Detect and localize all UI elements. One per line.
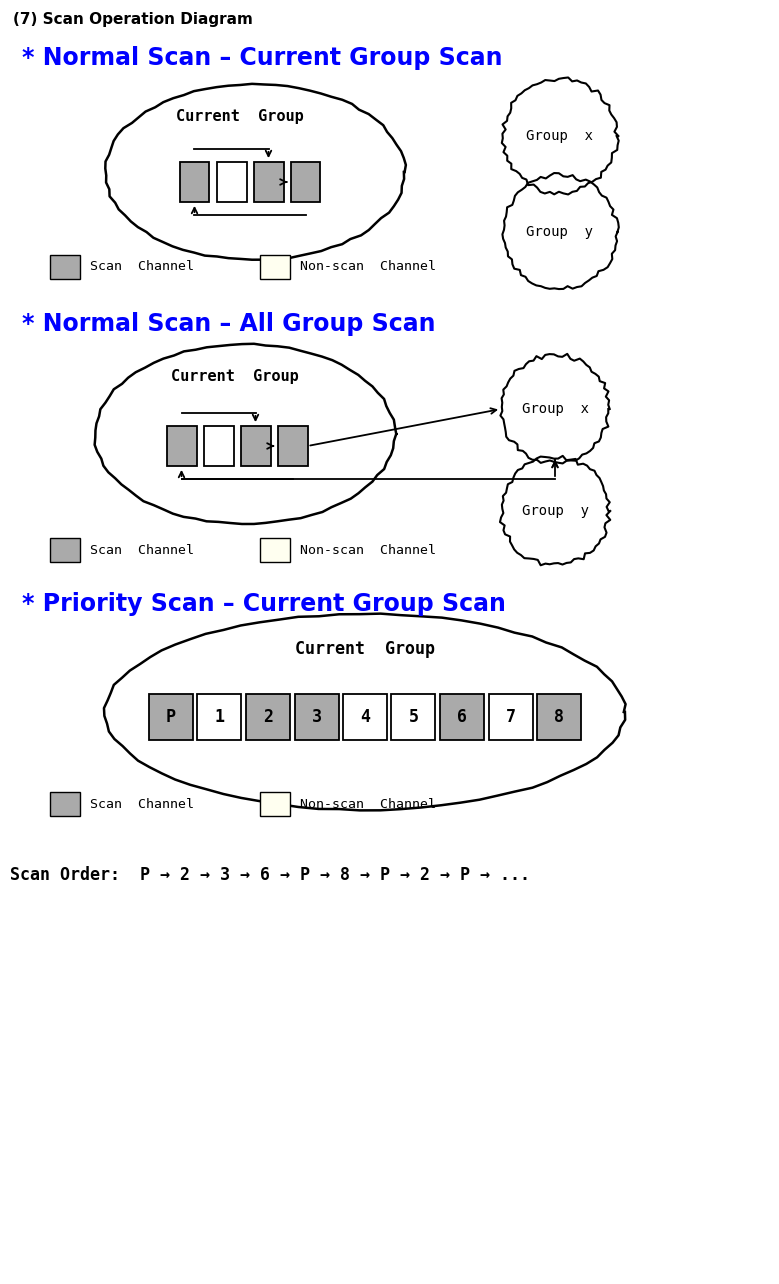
FancyBboxPatch shape — [440, 693, 484, 740]
Text: 2: 2 — [263, 707, 273, 725]
Text: 1: 1 — [214, 707, 224, 725]
FancyBboxPatch shape — [260, 792, 290, 817]
Text: * Priority Scan – Current Group Scan: * Priority Scan – Current Group Scan — [22, 592, 506, 616]
Text: Group  y: Group y — [521, 505, 588, 517]
FancyBboxPatch shape — [260, 538, 290, 562]
Text: Non-scan  Channel: Non-scan Channel — [300, 261, 436, 273]
Text: P: P — [166, 707, 176, 725]
Text: (7) Scan Operation Diagram: (7) Scan Operation Diagram — [13, 12, 253, 27]
Text: * Normal Scan – All Group Scan: * Normal Scan – All Group Scan — [22, 312, 435, 336]
FancyBboxPatch shape — [277, 426, 308, 466]
Text: 3: 3 — [312, 707, 322, 725]
FancyBboxPatch shape — [343, 693, 387, 740]
FancyBboxPatch shape — [50, 792, 80, 817]
FancyBboxPatch shape — [179, 162, 210, 202]
Text: Current  Group: Current Group — [171, 369, 299, 384]
FancyBboxPatch shape — [217, 162, 246, 202]
FancyBboxPatch shape — [50, 538, 80, 562]
Text: Scan Order:  P → 2 → 3 → 6 → P → 8 → P → 2 → P → ...: Scan Order: P → 2 → 3 → 6 → P → 8 → P → … — [10, 865, 530, 883]
Text: Scan  Channel: Scan Channel — [90, 797, 194, 810]
FancyBboxPatch shape — [260, 256, 290, 279]
FancyBboxPatch shape — [392, 693, 435, 740]
FancyBboxPatch shape — [167, 426, 196, 466]
Text: Current  Group: Current Group — [176, 109, 304, 123]
FancyBboxPatch shape — [294, 693, 339, 740]
FancyBboxPatch shape — [203, 426, 234, 466]
FancyBboxPatch shape — [253, 162, 284, 202]
Text: Current  Group: Current Group — [295, 639, 435, 657]
Text: 6: 6 — [457, 707, 467, 725]
Text: Scan  Channel: Scan Channel — [90, 261, 194, 273]
FancyBboxPatch shape — [291, 162, 320, 202]
Text: Group  x: Group x — [527, 128, 594, 143]
Text: 4: 4 — [360, 707, 370, 725]
Text: 8: 8 — [554, 707, 564, 725]
Text: Group  y: Group y — [527, 225, 594, 239]
Text: Group  x: Group x — [521, 402, 588, 416]
Text: 5: 5 — [408, 707, 418, 725]
FancyBboxPatch shape — [488, 693, 533, 740]
Text: Scan  Channel: Scan Channel — [90, 543, 194, 556]
FancyBboxPatch shape — [537, 693, 581, 740]
FancyBboxPatch shape — [246, 693, 290, 740]
Text: Non-scan  Channel: Non-scan Channel — [300, 543, 436, 556]
Text: * Normal Scan – Current Group Scan: * Normal Scan – Current Group Scan — [22, 46, 502, 71]
FancyBboxPatch shape — [149, 693, 193, 740]
FancyBboxPatch shape — [198, 693, 241, 740]
FancyBboxPatch shape — [241, 426, 270, 466]
FancyBboxPatch shape — [50, 256, 80, 279]
Text: Non-scan  Channel: Non-scan Channel — [300, 797, 436, 810]
Text: 7: 7 — [506, 707, 516, 725]
